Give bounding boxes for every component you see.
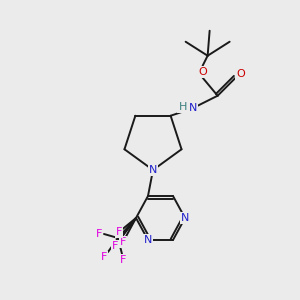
Text: O: O (198, 67, 207, 77)
Text: N: N (181, 213, 189, 223)
Text: N: N (144, 235, 152, 245)
Text: F: F (120, 255, 126, 265)
Text: N: N (149, 165, 157, 175)
Text: F: F (120, 237, 126, 247)
Text: F: F (96, 229, 102, 239)
Text: O: O (236, 69, 245, 79)
Text: H: H (178, 102, 187, 112)
Text: F: F (112, 241, 118, 251)
Text: F: F (116, 227, 122, 237)
Text: F: F (101, 252, 107, 262)
Text: N: N (188, 103, 197, 113)
